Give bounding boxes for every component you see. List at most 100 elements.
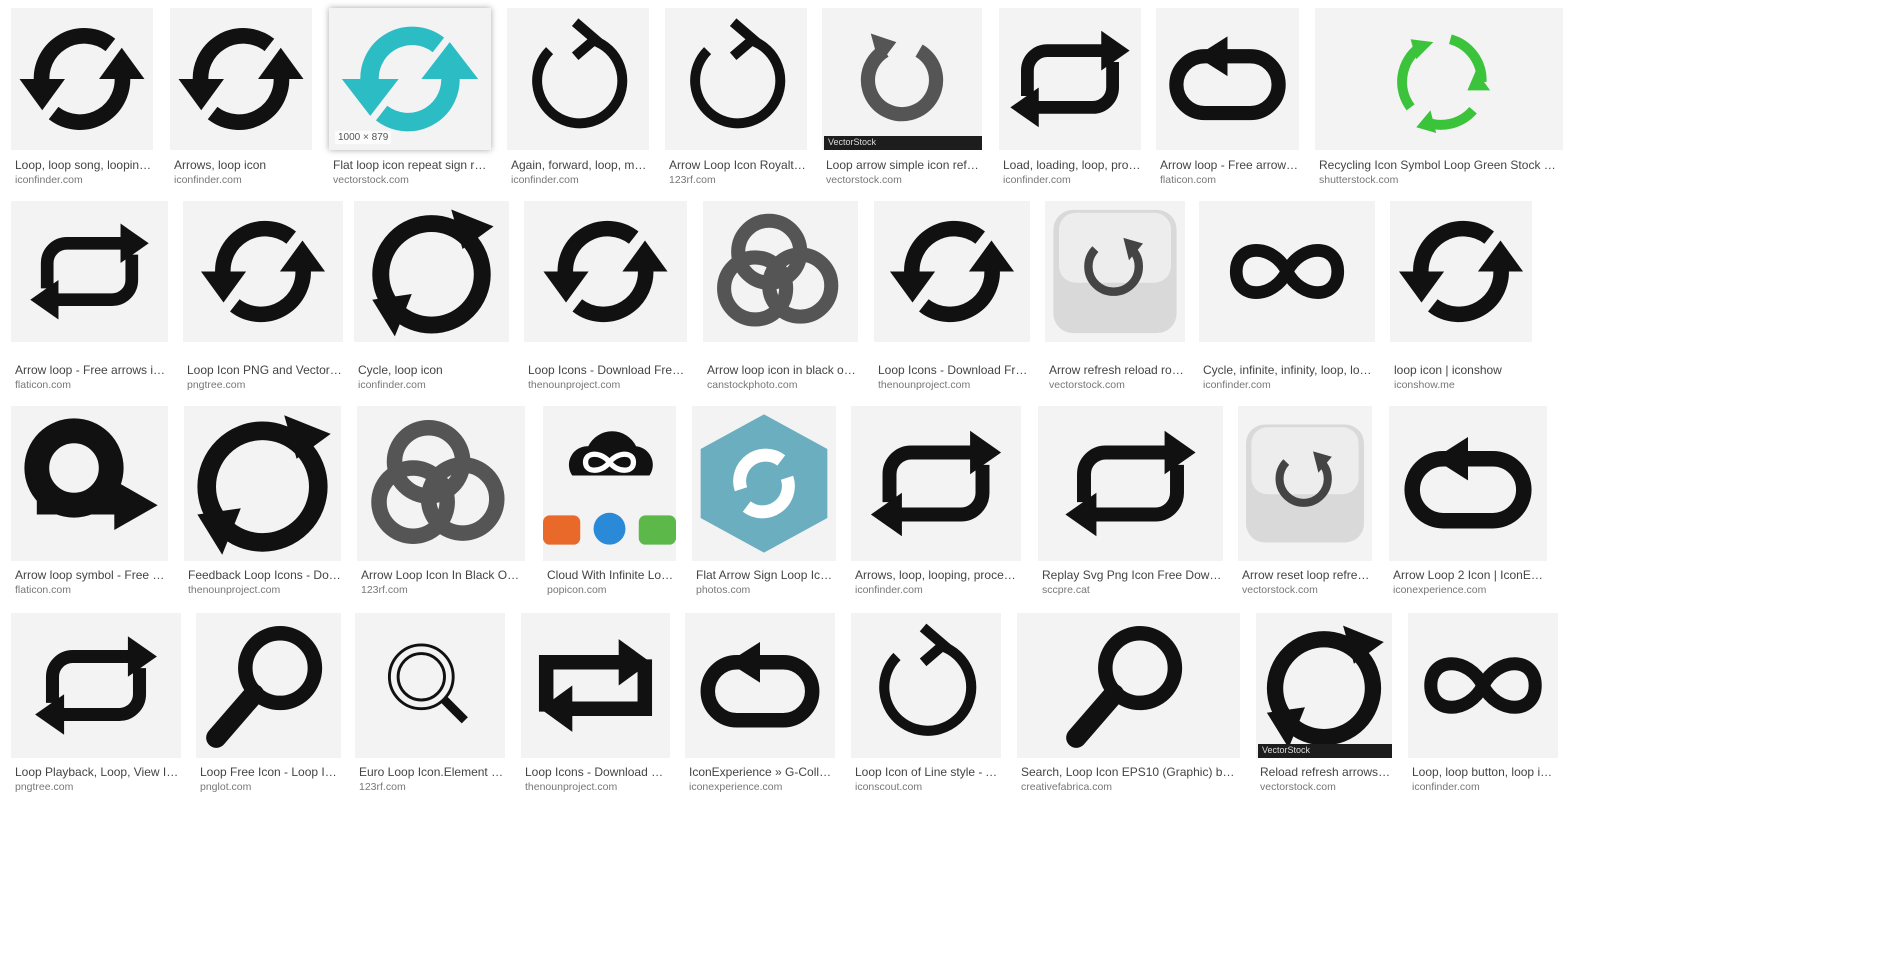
result-title[interactable]: Arrow reset loop refresh ... — [1242, 568, 1372, 582]
result-thumbnail[interactable] — [521, 613, 670, 758]
image-result-card[interactable]: Recycling Icon Symbol Loop Green Stock F… — [1315, 8, 1563, 190]
image-result-card[interactable]: VectorStock Reload refresh arrows lo... ve… — [1256, 613, 1392, 797]
image-result-card[interactable]: Replay Svg Png Icon Free Downloa... sccpr… — [1038, 406, 1223, 600]
result-source[interactable]: iconscout.com — [855, 781, 923, 793]
image-result-card[interactable]: Feedback Loop Icons - Down... thenounproj… — [184, 406, 341, 600]
result-thumbnail[interactable] — [357, 406, 525, 561]
result-thumbnail[interactable] — [851, 406, 1021, 561]
image-result-card[interactable]: Loop Icon of Line style - Avai... iconsco… — [851, 613, 1001, 797]
image-result-card[interactable]: Arrows, loop, looping, process ic... icon… — [851, 406, 1021, 600]
result-thumbnail[interactable] — [1408, 613, 1558, 758]
result-title[interactable]: Again, forward, loop, musi... — [511, 158, 649, 172]
result-source[interactable]: vectorstock.com — [1049, 379, 1125, 391]
result-title[interactable]: Loop Icons - Download Free V... — [528, 363, 687, 377]
result-thumbnail[interactable] — [1156, 8, 1299, 150]
result-source[interactable]: thenounproject.com — [188, 584, 281, 596]
image-result-card[interactable]: Cycle, loop icon iconfinder.com — [354, 201, 509, 395]
result-title[interactable]: Arrow Loop Icon Royalty Fr... — [669, 158, 807, 172]
result-thumbnail[interactable] — [1038, 406, 1223, 561]
result-thumbnail[interactable] — [999, 8, 1141, 150]
image-result-card[interactable]: Arrow loop symbol - Free arro... flaticon… — [11, 406, 168, 600]
result-source[interactable]: vectorstock.com — [333, 174, 409, 186]
result-source[interactable]: iconfinder.com — [1203, 379, 1271, 391]
result-source[interactable]: thenounproject.com — [525, 781, 618, 793]
image-result-card[interactable]: Loop Icons - Download Fre... thenounproje… — [521, 613, 670, 797]
result-source[interactable]: iconfinder.com — [1003, 174, 1071, 186]
result-thumbnail[interactable] — [543, 406, 676, 561]
result-source[interactable]: iconexperience.com — [1393, 584, 1487, 596]
result-title[interactable]: Arrows, loop, looping, process ic... — [855, 568, 1021, 582]
result-title[interactable]: Loop Playback, Loop, View Icon ... — [15, 765, 181, 779]
result-source[interactable]: iconfinder.com — [174, 174, 242, 186]
result-title[interactable]: Loop Icons - Download Fre... — [525, 765, 670, 779]
result-source[interactable]: shutterstock.com — [1319, 174, 1399, 186]
result-thumbnail[interactable] — [354, 201, 509, 342]
result-source[interactable]: thenounproject.com — [878, 379, 971, 391]
image-result-card[interactable]: Loop Free Icon - Loop Icon... pnglot.com — [196, 613, 341, 797]
result-source[interactable]: thenounproject.com — [528, 379, 621, 391]
image-result-card[interactable]: loop icon | iconshow iconshow.me — [1390, 201, 1532, 395]
image-result-card[interactable]: 1000 × 879 Flat loop icon repeat sign rel… — [329, 8, 491, 190]
image-result-card[interactable]: Loop, loop song, looping, ... iconfinder.… — [11, 8, 153, 190]
result-source[interactable]: pnglot.com — [200, 781, 252, 793]
result-source[interactable]: 123rf.com — [669, 174, 716, 186]
result-title[interactable]: loop icon | iconshow — [1394, 363, 1502, 377]
result-thumbnail[interactable]: 1000 × 879 — [329, 8, 491, 150]
result-thumbnail[interactable] — [685, 613, 835, 758]
result-thumbnail[interactable] — [11, 406, 168, 561]
result-thumbnail[interactable] — [170, 8, 312, 150]
result-title[interactable]: Feedback Loop Icons - Down... — [188, 568, 341, 582]
result-source[interactable]: sccpre.cat — [1042, 584, 1090, 596]
result-source[interactable]: flaticon.com — [1160, 174, 1217, 186]
result-source[interactable]: 123rf.com — [361, 584, 408, 596]
result-title[interactable]: Arrow loop icon in black on a ... — [707, 363, 858, 377]
result-title[interactable]: Loop, loop song, looping, ... — [15, 158, 153, 172]
result-source[interactable]: vectorstock.com — [1242, 584, 1318, 596]
result-thumbnail[interactable]: VectorStock — [1256, 613, 1392, 758]
result-source[interactable]: pngtree.com — [15, 781, 74, 793]
result-source[interactable]: 123rf.com — [359, 781, 406, 793]
result-thumbnail[interactable] — [11, 8, 153, 150]
result-title[interactable]: Cycle, infinite, infinity, loop, loopin.… — [1203, 363, 1375, 377]
result-title[interactable]: Loop Icon of Line style - Avai... — [855, 765, 1001, 779]
image-result-card[interactable]: Loop Icon PNG and Vector for... pngtree.c… — [183, 201, 343, 395]
result-title[interactable]: Arrow loop symbol - Free arro... — [15, 568, 168, 582]
result-title[interactable]: Arrow loop - Free arrows i... — [1160, 158, 1299, 172]
result-thumbnail[interactable] — [183, 201, 343, 342]
result-thumbnail[interactable] — [507, 8, 649, 150]
result-source[interactable]: vectorstock.com — [826, 174, 902, 186]
result-source[interactable]: iconfinder.com — [511, 174, 579, 186]
image-result-card[interactable]: Arrow loop - Free arrows icons flaticon.c… — [11, 201, 168, 395]
result-thumbnail[interactable] — [1390, 201, 1532, 342]
result-title[interactable]: Cloud With Infinite Loop ... — [547, 568, 676, 582]
result-title[interactable]: Arrow Loop 2 Icon | IconExperie... — [1393, 568, 1547, 582]
image-result-card[interactable]: Loop, loop button, loop icon,... iconfind… — [1408, 613, 1558, 797]
result-thumbnail[interactable] — [703, 201, 858, 342]
image-result-card[interactable]: Arrow Loop Icon Royalty Fr... 123rf.com — [665, 8, 807, 190]
image-result-card[interactable]: Loop Icons - Download Free V... thenounpr… — [524, 201, 687, 395]
image-result-card[interactable]: Flat Arrow Sign Loop Icon ... photos.com — [692, 406, 836, 600]
result-title[interactable]: Loop Icon PNG and Vector for... — [187, 363, 343, 377]
result-title[interactable]: Load, loading, loop, proce... — [1003, 158, 1141, 172]
image-result-card[interactable]: Arrow reset loop refresh ... vectorstock.… — [1238, 406, 1372, 600]
result-source[interactable]: photos.com — [696, 584, 751, 596]
result-source[interactable]: creativefabrica.com — [1021, 781, 1113, 793]
result-thumbnail[interactable] — [665, 8, 807, 150]
result-source[interactable]: iconfinder.com — [15, 174, 83, 186]
result-title[interactable]: Flat loop icon repeat sign relo... — [333, 158, 491, 172]
result-thumbnail[interactable] — [1199, 201, 1375, 342]
result-source[interactable]: flaticon.com — [15, 379, 72, 391]
result-title[interactable]: Loop arrow simple icon refres... — [826, 158, 982, 172]
result-title[interactable]: Loop Icons - Download Free ... — [878, 363, 1030, 377]
result-source[interactable]: iconfinder.com — [855, 584, 923, 596]
image-result-card[interactable]: IconExperience » G-Collecti... iconexperi… — [685, 613, 835, 797]
result-thumbnail[interactable] — [11, 201, 168, 342]
result-source[interactable]: iconexperience.com — [689, 781, 783, 793]
result-source[interactable]: vectorstock.com — [1260, 781, 1336, 793]
result-title[interactable]: Arrows, loop icon — [174, 158, 267, 172]
result-thumbnail[interactable] — [524, 201, 687, 342]
result-title[interactable]: Flat Arrow Sign Loop Icon ... — [696, 568, 836, 582]
result-thumbnail[interactable] — [1389, 406, 1547, 561]
result-title[interactable]: Search, Loop Icon EPS10 (Graphic) by Kan… — [1021, 765, 1240, 779]
result-thumbnail[interactable] — [692, 406, 836, 561]
